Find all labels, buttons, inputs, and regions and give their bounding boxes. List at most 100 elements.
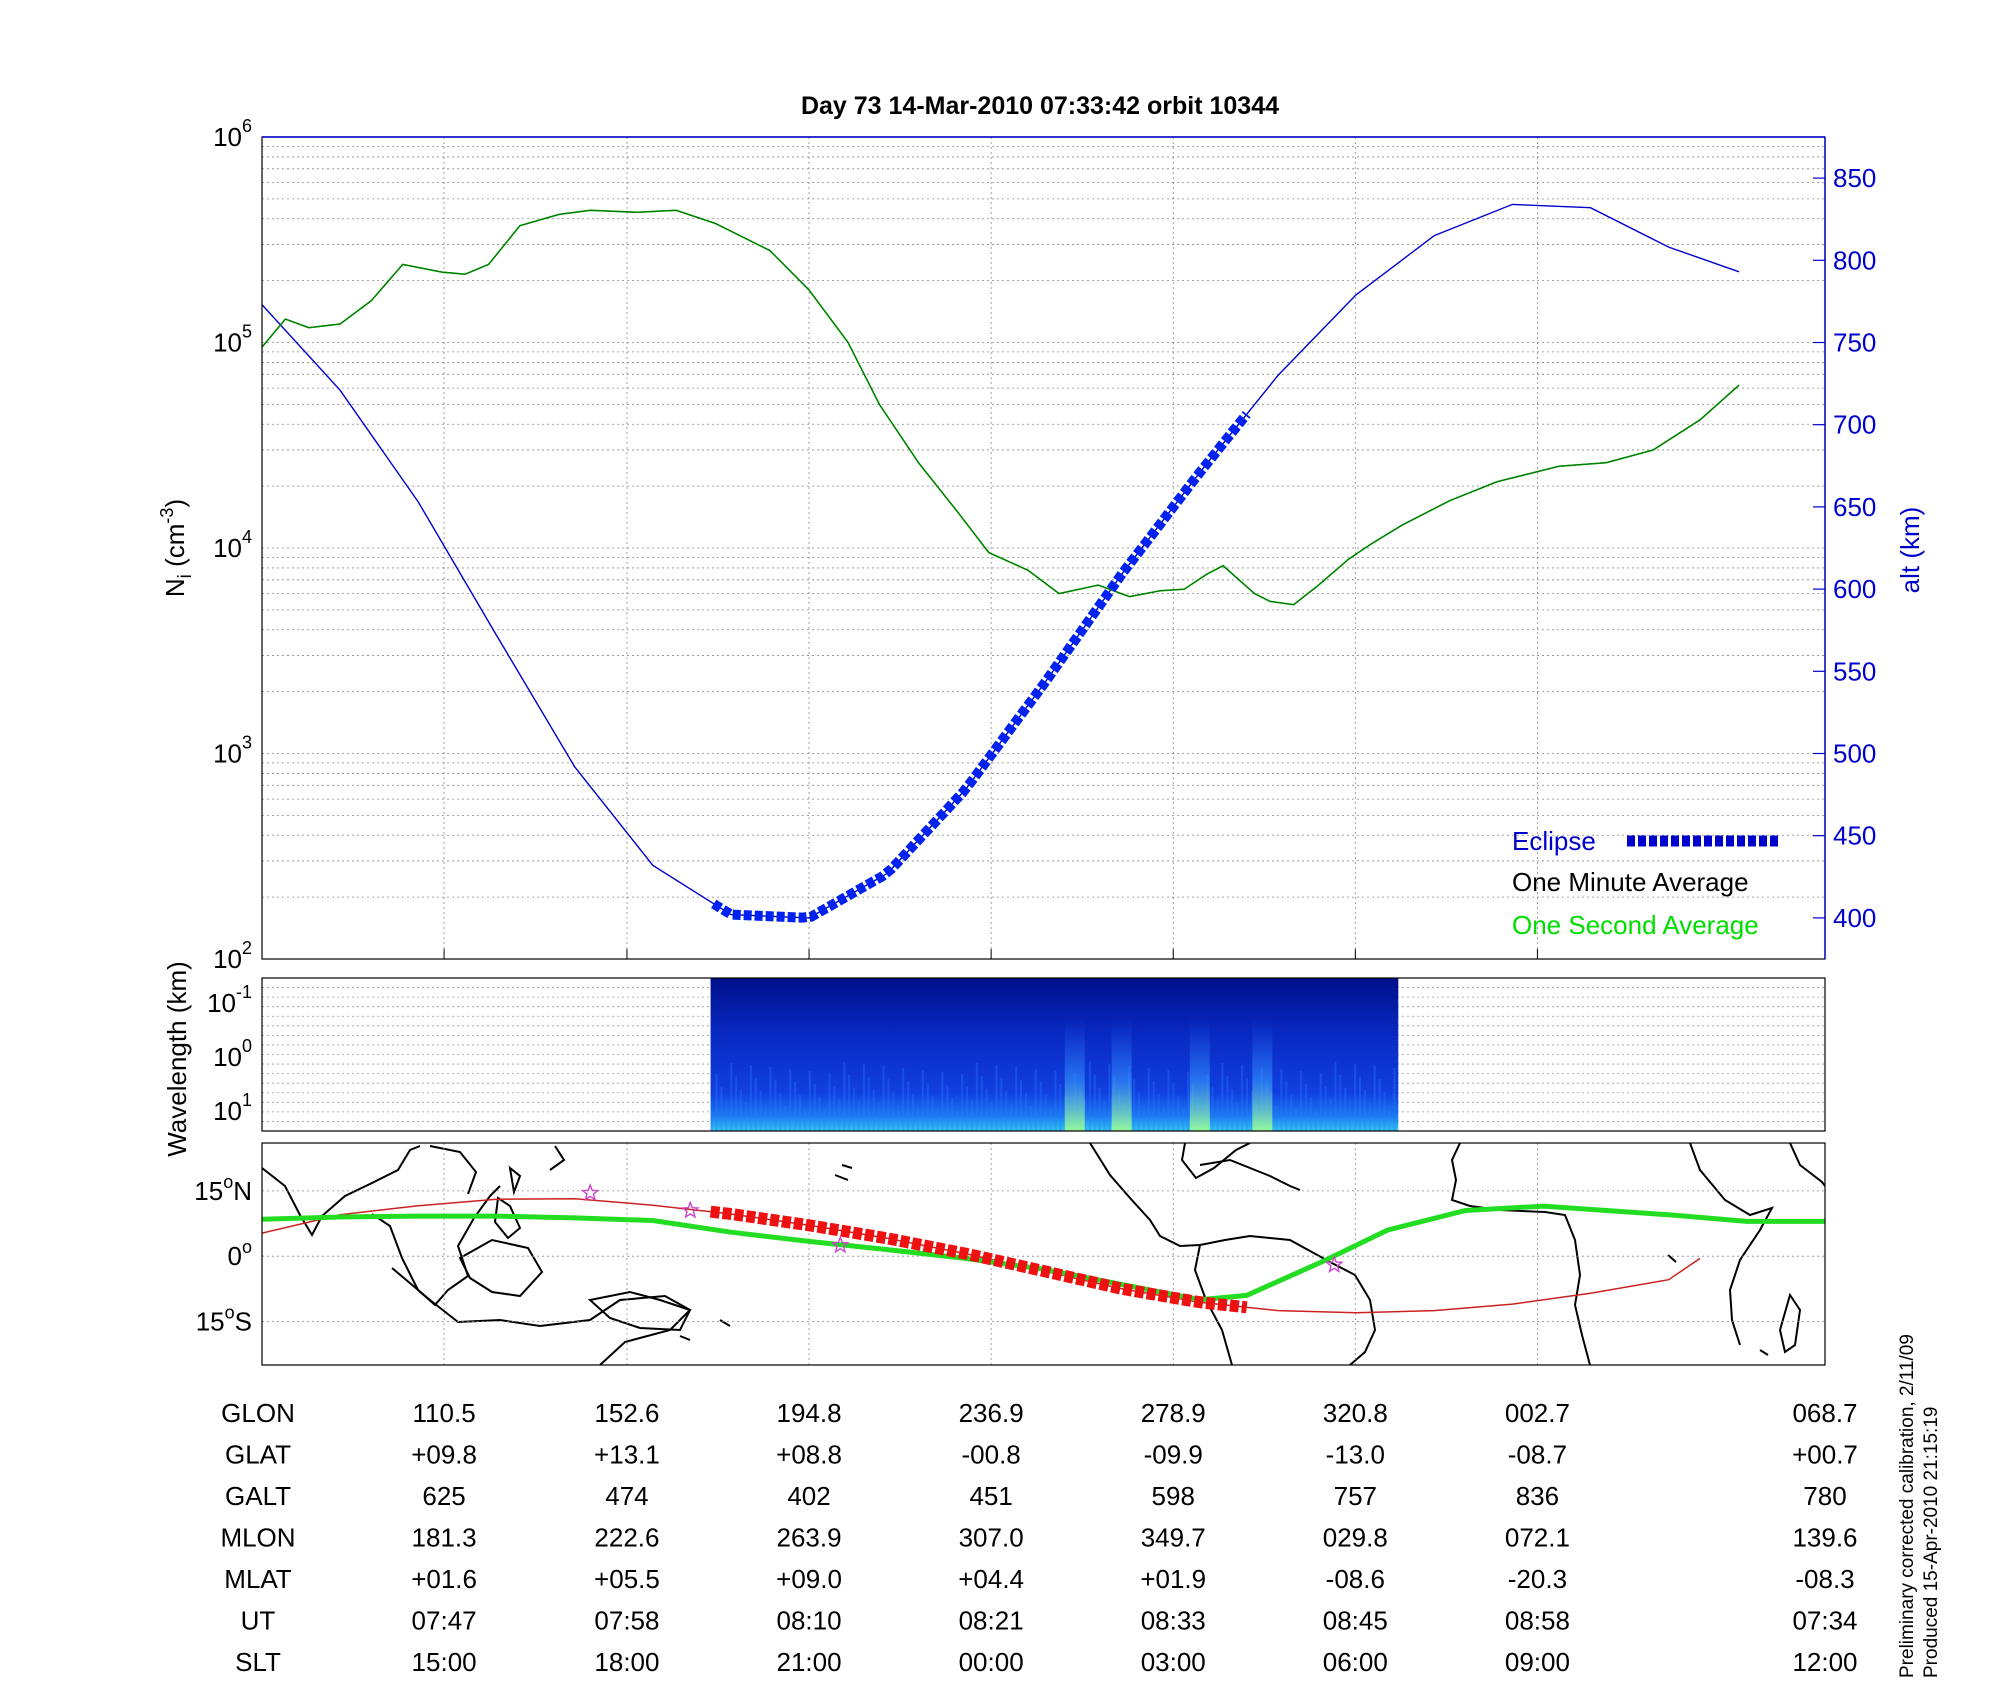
table-cell: 002.7: [1505, 1398, 1570, 1428]
table-cell: +00.7: [1792, 1440, 1858, 1470]
spectrogram-streak: [1093, 1075, 1096, 1131]
spectrogram-streak: [1226, 1076, 1229, 1131]
right-y-tick-label: 800: [1833, 245, 1876, 275]
top-grid: [262, 137, 1826, 959]
spectrogram-streak: [1157, 1094, 1160, 1131]
table-cell: -08.7: [1508, 1440, 1567, 1470]
spectrogram-streak: [956, 1111, 959, 1131]
spectrogram-streak: [828, 1073, 831, 1131]
spectrogram-streak: [995, 1065, 998, 1131]
table-cell: 451: [969, 1481, 1012, 1511]
table-cell: 029.8: [1323, 1523, 1388, 1553]
spectrogram-streak: [1142, 1105, 1145, 1131]
map-latitude-tick-label: 15oS: [196, 1302, 252, 1336]
spectrogram-streak: [867, 1077, 870, 1131]
spectrogram-streak: [907, 1081, 910, 1131]
table-row-label: GLON: [221, 1398, 295, 1428]
spectrogram-bright-band: [1064, 1018, 1085, 1131]
table-cell: 09:00: [1505, 1647, 1570, 1677]
table-cell: 07:58: [594, 1606, 659, 1636]
right-y-tick-label: 750: [1833, 328, 1876, 358]
table-row-label: SLT: [235, 1647, 281, 1677]
orbit-data-table: GLON GLAT GALT MLON MLAT UT SLT 110.5 +09.8 625 18…: [220, 1398, 1857, 1677]
spectrogram-streak: [833, 1086, 836, 1131]
spectrogram-streak: [857, 1101, 860, 1131]
table-cell: 757: [1334, 1481, 1377, 1511]
table-row-label: GALT: [225, 1481, 291, 1511]
map-latitude-ticks: 15oN 0o 15oS: [194, 1172, 252, 1337]
spectrogram-streak: [1334, 1062, 1337, 1131]
spectrogram-streak: [754, 1078, 757, 1131]
spectrogram-streak: [985, 1089, 988, 1131]
spectrogram-streak: [1088, 1062, 1091, 1131]
table-cell: +05.5: [594, 1564, 660, 1594]
spectrogram-streak: [1314, 1110, 1317, 1131]
spectrogram-y-ticks: 10-1 100 101: [207, 982, 252, 1126]
table-cell: 15:00: [412, 1647, 477, 1677]
table-cell: 152.6: [594, 1398, 659, 1428]
spectrogram-streak: [872, 1090, 875, 1131]
spectrogram-streak: [1344, 1088, 1347, 1131]
right-y-tick-label: 550: [1833, 656, 1876, 686]
left-y-ticks: 102 103 104 105 106: [213, 116, 252, 974]
spectrogram-streak: [1378, 1079, 1381, 1131]
spectrogram-bright-band: [1252, 1018, 1273, 1131]
spectrogram-streak: [990, 1102, 993, 1131]
spectrogram-streak: [1319, 1073, 1322, 1131]
spectrogram-streak: [877, 1103, 880, 1131]
star-marker: [680, 1200, 700, 1219]
left-y-tick-label: 105: [213, 322, 252, 358]
spectrogram-streak: [1133, 1079, 1136, 1131]
table-cell: 222.6: [594, 1523, 659, 1553]
spectrogram-y-axis-label: Wavelength (km): [162, 961, 192, 1157]
spectrogram-streak: [887, 1079, 890, 1131]
spectrogram-streak: [1167, 1070, 1170, 1131]
table-cell: 08:58: [1505, 1606, 1570, 1636]
spectrogram-streak: [966, 1087, 969, 1131]
spectrogram-streak: [936, 1109, 939, 1131]
spectrogram-streak: [1083, 1099, 1086, 1131]
spectrogram-streak: [715, 1074, 718, 1131]
spectrogram-streak: [1368, 1103, 1371, 1131]
spectrogram-streak: [759, 1091, 762, 1131]
map-plot-area: [262, 1143, 1825, 1365]
spectrogram-streak: [1005, 1091, 1008, 1131]
spectrogram-streak: [720, 1087, 723, 1131]
spectrogram-streak: [843, 1062, 846, 1131]
spectrogram-streak: [892, 1092, 895, 1131]
spectrogram-streak: [961, 1074, 964, 1131]
spectrogram-streak: [1359, 1077, 1362, 1131]
spectrogram-streak: [1177, 1096, 1180, 1131]
spectrogram-streak: [1349, 1101, 1352, 1131]
spectrogram-streak: [710, 1111, 713, 1131]
spectrogram-streak: [725, 1100, 728, 1131]
spectrogram-streak: [970, 1100, 973, 1131]
spectrogram-streak: [916, 1107, 919, 1131]
spectrogram-streak: [1309, 1097, 1312, 1131]
spectrogram-streak: [1373, 1066, 1376, 1131]
right-y-tick-label: 450: [1833, 821, 1876, 851]
table-cell: +09.8: [411, 1440, 477, 1470]
spectrogram-frame: [261, 977, 1826, 1132]
table-cell: 068.7: [1792, 1398, 1857, 1428]
spectrogram-streak: [1000, 1078, 1003, 1131]
spectrogram-streak: [902, 1068, 905, 1131]
table-cell: -00.8: [962, 1440, 1021, 1470]
spectrogram-streak: [1388, 1105, 1391, 1131]
table-cell: +09.0: [776, 1564, 842, 1594]
coastline-indian-subcontinent: [262, 1145, 421, 1238]
spectrogram-streak: [1098, 1088, 1101, 1131]
table-cell: -08.6: [1326, 1564, 1385, 1594]
spectrogram-y-tick-label: 100: [213, 1036, 252, 1072]
map-latitude-tick-label: 0o: [228, 1237, 252, 1271]
table-cell: +04.4: [958, 1564, 1024, 1594]
right-y-tick-label: 400: [1833, 903, 1876, 933]
table-row-label: GLAT: [225, 1440, 291, 1470]
table-cell: 07:34: [1792, 1606, 1857, 1636]
spectrogram-streak: [779, 1093, 782, 1131]
spectrogram-streak: [1162, 1107, 1165, 1131]
table-cell: 08:10: [777, 1606, 842, 1636]
table-cell: 12:00: [1792, 1647, 1857, 1677]
coastlines: [262, 1143, 1825, 1365]
